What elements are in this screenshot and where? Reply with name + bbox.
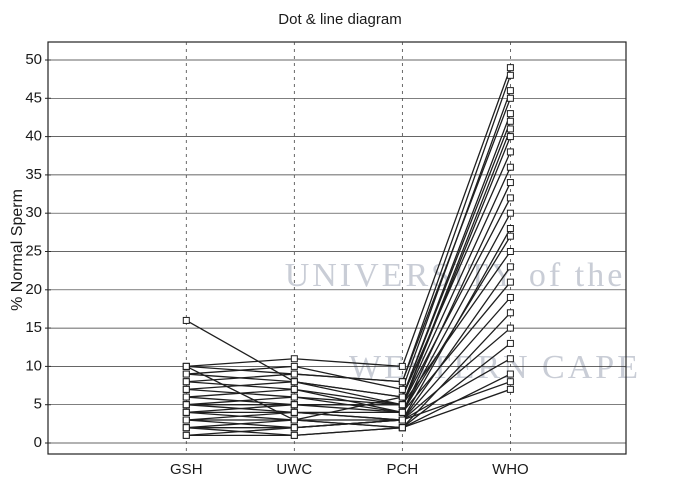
- data-point: [290, 385, 298, 393]
- data-point: [506, 263, 514, 271]
- data-point: [182, 385, 190, 393]
- data-point: [290, 355, 298, 363]
- data-point: [290, 408, 298, 416]
- data-point: [506, 71, 514, 79]
- watermark: WESTERN CAPE: [349, 349, 641, 386]
- series-line: [186, 251, 511, 414]
- series-line: [186, 98, 512, 383]
- y-tick-label: 30: [25, 204, 42, 221]
- y-tick-label: 25: [25, 242, 42, 259]
- data-point: [290, 401, 298, 409]
- plot-frame: [47, 41, 627, 455]
- data-point: [398, 385, 406, 393]
- data-point: [290, 362, 298, 370]
- series-line: [186, 67, 512, 368]
- series-line: [186, 388, 511, 436]
- data-point: [398, 401, 406, 409]
- y-tick-label: 35: [25, 166, 42, 183]
- data-point: [182, 370, 190, 378]
- data-point: [506, 194, 514, 202]
- y-tick-label: 15: [25, 319, 42, 336]
- data-point: [398, 424, 406, 432]
- y-axis-label: % Normal Sperm: [9, 189, 26, 311]
- data-point: [506, 163, 514, 171]
- data-point: [290, 424, 298, 432]
- data-point: [290, 416, 298, 424]
- data-point: [290, 431, 298, 439]
- x-tick-label: UWC: [276, 461, 312, 478]
- y-tick-label: 40: [25, 128, 42, 145]
- data-point: [506, 125, 514, 133]
- chart-title: Dot & line diagram: [278, 11, 401, 28]
- data-point: [506, 339, 514, 347]
- data-point: [506, 117, 514, 125]
- series-line: [186, 381, 511, 436]
- data-point: [506, 232, 514, 240]
- data-point: [182, 416, 190, 424]
- data-point: [506, 87, 514, 95]
- data-point: [182, 362, 190, 370]
- data-point: [506, 278, 514, 286]
- series-line: [185, 121, 512, 421]
- data-point: [506, 378, 514, 386]
- data-point: [506, 370, 514, 378]
- series-line: [186, 297, 511, 421]
- y-tick-label: 50: [25, 51, 42, 68]
- data-point: [182, 431, 190, 439]
- data-point: [506, 355, 514, 363]
- data-point: [506, 309, 514, 317]
- y-tick-label: 5: [34, 396, 42, 413]
- y-tick-label: 20: [25, 281, 42, 298]
- series-line: [185, 128, 512, 406]
- data-point: [182, 424, 190, 432]
- data-point: [506, 248, 514, 255]
- data-point: [506, 94, 514, 102]
- data-point: [506, 209, 514, 217]
- data-point: [506, 385, 514, 393]
- data-point: [182, 393, 190, 401]
- x-tick-label: PCH: [387, 461, 419, 478]
- y-tick-label: 10: [25, 357, 42, 374]
- data-point: [506, 110, 514, 118]
- data-point: [290, 378, 298, 386]
- data-point: [398, 393, 406, 401]
- data-point: [398, 416, 406, 424]
- y-tick-label: 45: [25, 89, 42, 106]
- data-point: [182, 316, 190, 324]
- data-point: [398, 408, 406, 416]
- data-point: [398, 378, 406, 386]
- data-point: [506, 133, 514, 141]
- data-point: [506, 293, 514, 301]
- data-point: [182, 408, 190, 416]
- data-point: [506, 324, 514, 332]
- data-point: [398, 362, 406, 370]
- x-tick-label: GSH: [170, 461, 203, 478]
- data-point: [290, 393, 298, 401]
- data-point: [182, 401, 190, 409]
- data-point: [182, 378, 190, 386]
- series-line: [186, 151, 511, 398]
- series-line: [186, 281, 511, 414]
- data-point: [506, 64, 514, 72]
- data-point: [506, 225, 514, 233]
- data-point: [506, 179, 514, 187]
- x-tick-label: WHO: [492, 461, 529, 478]
- y-tick-label: 0: [34, 434, 42, 451]
- data-point: [506, 148, 514, 156]
- data-point: [290, 370, 298, 378]
